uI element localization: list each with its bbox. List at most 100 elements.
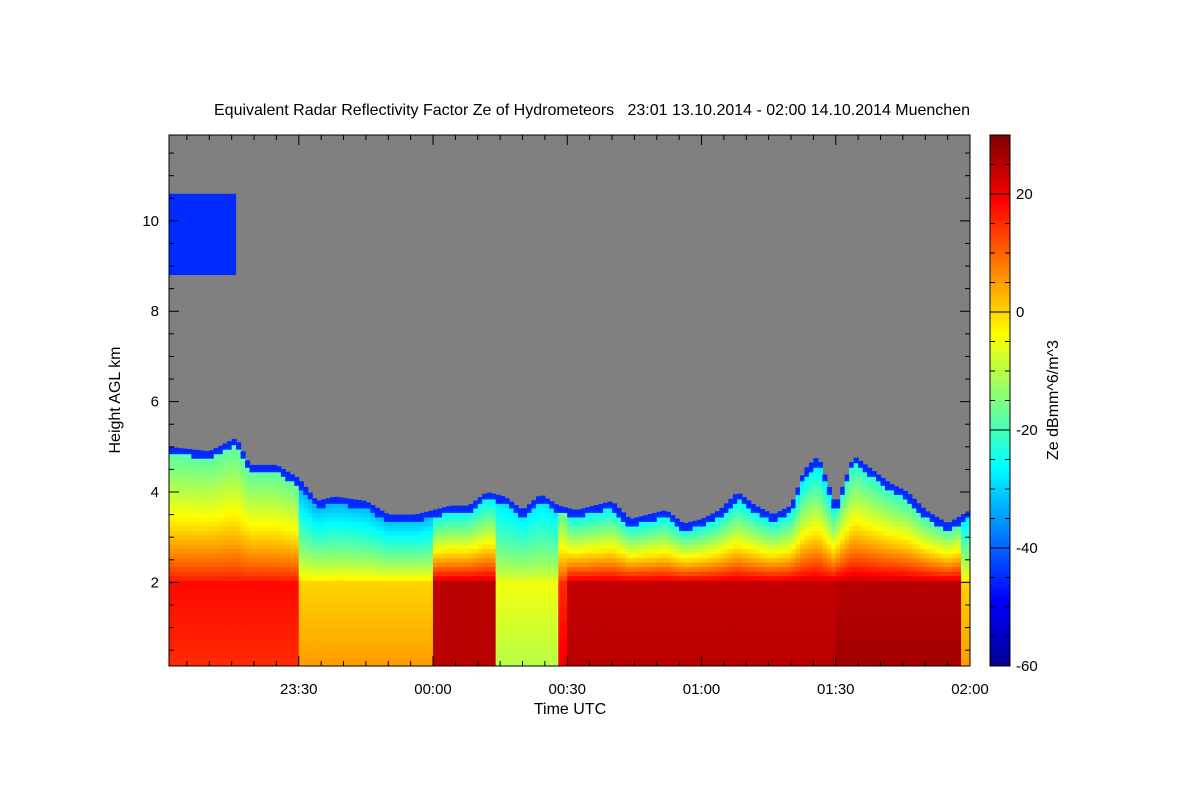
reflectivity-cell (316, 625, 322, 631)
reflectivity-cell (325, 629, 331, 635)
reflectivity-cell (603, 598, 609, 604)
reflectivity-cell (741, 534, 747, 541)
reflectivity-cell (249, 498, 255, 504)
reflectivity-cell (388, 543, 394, 550)
reflectivity-cell (598, 598, 604, 604)
reflectivity-cell (741, 525, 747, 532)
reflectivity-cell (419, 553, 425, 559)
reflectivity-cell (169, 589, 175, 595)
reflectivity-cell (589, 593, 595, 599)
reflectivity-cell (732, 521, 738, 527)
reflectivity-cell (607, 638, 613, 645)
reflectivity-cell (388, 634, 394, 640)
reflectivity-cell (271, 584, 277, 590)
reflectivity-cell (589, 638, 595, 645)
reflectivity-cell (714, 511, 720, 513)
reflectivity-cell (191, 525, 197, 532)
reflectivity-cell (665, 620, 671, 626)
reflectivity-cell (428, 661, 434, 666)
reflectivity-cell (280, 543, 286, 550)
reflectivity-cell (254, 602, 260, 608)
reflectivity-cell (410, 647, 416, 654)
reflectivity-cell (665, 629, 671, 635)
reflectivity-cell (383, 616, 389, 622)
reflectivity-cell (598, 525, 604, 532)
reflectivity-cell (204, 616, 210, 622)
reflectivity-cell (347, 512, 354, 518)
reflectivity-cell (540, 616, 546, 622)
reflectivity-cell (473, 539, 479, 545)
reflectivity-cell (683, 543, 689, 550)
reflectivity-cell (204, 598, 210, 604)
reflectivity-cell (477, 656, 483, 663)
reflectivity-cell (173, 557, 179, 563)
reflectivity-cell (598, 611, 604, 617)
reflectivity-cell (177, 589, 184, 595)
reflectivity-cell (665, 593, 671, 599)
reflectivity-cell (334, 625, 340, 631)
reflectivity-cell (245, 571, 251, 577)
reflectivity-cell (585, 553, 591, 559)
reflectivity-cell (339, 602, 345, 608)
reflectivity-cell (186, 449, 192, 455)
reflectivity-cell (692, 607, 698, 613)
reflectivity-cell (585, 616, 591, 622)
reflectivity-cell (280, 647, 286, 654)
reflectivity-cell (330, 530, 336, 536)
reflectivity-cell (647, 516, 653, 522)
reflectivity-cell (209, 476, 215, 482)
reflectivity-cell (383, 598, 389, 604)
reflectivity-cell (240, 543, 246, 550)
reflectivity-cell (415, 607, 421, 613)
reflectivity-cell (307, 634, 313, 640)
reflectivity-cell (195, 480, 201, 486)
reflectivity-cell (307, 525, 313, 532)
reflectivity-cell (437, 629, 443, 635)
reflectivity-cell (200, 661, 206, 666)
reflectivity-cell (182, 584, 188, 590)
reflectivity-cell (383, 557, 389, 563)
reflectivity-cell (254, 647, 260, 654)
reflectivity-cell (504, 643, 510, 649)
reflectivity-cell (177, 575, 184, 581)
reflectivity-cell (746, 562, 752, 568)
reflectivity-cell (571, 539, 577, 545)
reflectivity-cell (169, 598, 175, 604)
reflectivity-cell (594, 656, 600, 663)
reflectivity-cell (562, 543, 568, 550)
reflectivity-cell (410, 643, 416, 649)
reflectivity-cell (446, 543, 452, 550)
reflectivity-cell (643, 625, 649, 631)
reflectivity-cell (513, 534, 519, 541)
reflectivity-cell (383, 643, 389, 649)
reflectivity-cell (195, 476, 201, 482)
reflectivity-cell (227, 548, 233, 554)
reflectivity-cell (728, 593, 734, 599)
reflectivity-cell (249, 625, 255, 631)
reflectivity-cell (213, 489, 219, 495)
reflectivity-cell (553, 598, 559, 604)
reflectivity-cell (741, 593, 747, 599)
reflectivity-cell (334, 593, 340, 599)
reflectivity-cell (598, 521, 604, 527)
reflectivity-cell (495, 580, 501, 586)
reflectivity-cell (280, 498, 286, 504)
reflectivity-cell (594, 634, 600, 640)
reflectivity-cell (670, 607, 676, 613)
reflectivity-cell (195, 566, 201, 572)
reflectivity-cell (213, 589, 219, 595)
reflectivity-cell (280, 562, 286, 568)
reflectivity-cell (482, 507, 488, 513)
reflectivity-cell (365, 580, 371, 586)
reflectivity-cell (303, 580, 309, 586)
reflectivity-cell (218, 566, 224, 572)
reflectivity-cell (661, 557, 667, 563)
reflectivity-cell (665, 548, 671, 554)
reflectivity-cell (240, 494, 246, 500)
reflectivity-cell (661, 616, 667, 622)
reflectivity-cell (540, 625, 546, 631)
reflectivity-cell (491, 638, 497, 645)
reflectivity-cell (629, 534, 635, 541)
reflectivity-cell (339, 566, 345, 572)
reflectivity-cell (692, 562, 698, 568)
